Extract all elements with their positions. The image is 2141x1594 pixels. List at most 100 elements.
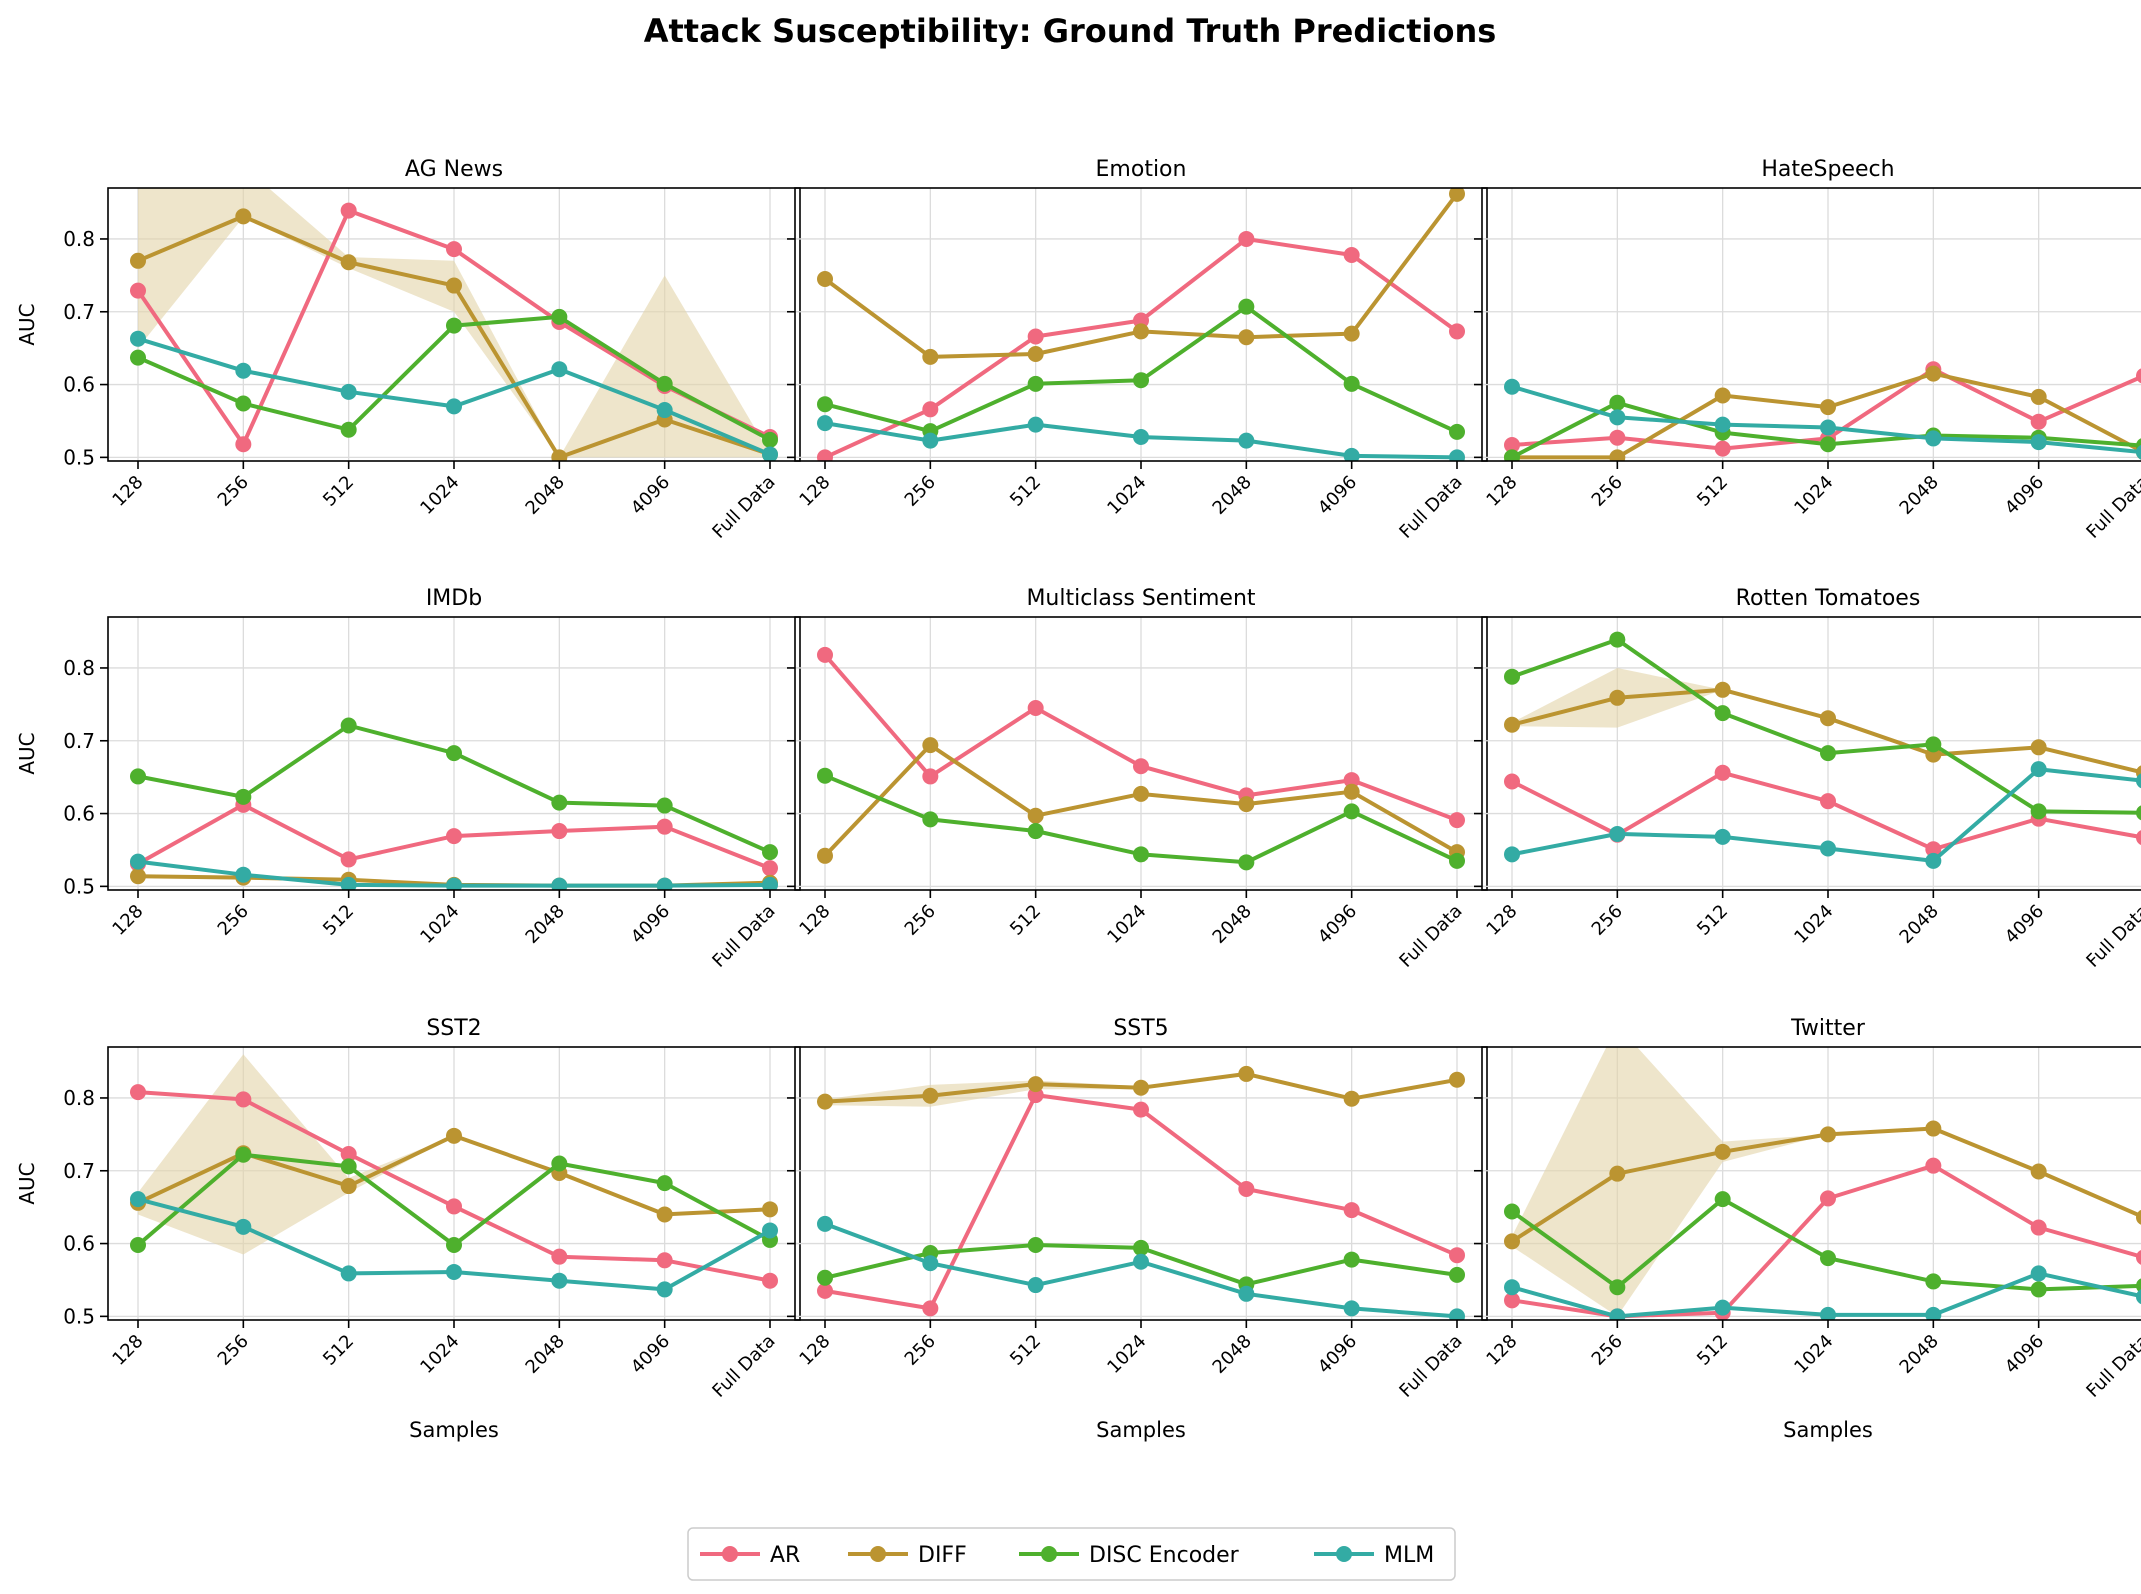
point-ar: [1133, 1101, 1149, 1118]
point-mlm: [2136, 444, 2141, 460]
point-disc-encoder: [446, 745, 462, 762]
y-tick-label: 0.5: [63, 874, 95, 898]
point-diff: [2136, 1209, 2141, 1225]
point-diff: [817, 847, 833, 864]
legend-marker-disc-encoder: [1041, 1546, 1057, 1562]
point-disc-encoder: [817, 767, 833, 784]
point-diff: [2030, 1163, 2047, 1180]
y-tick-label: 0.8: [63, 1086, 95, 1110]
point-ar: [1504, 1292, 1520, 1309]
point-diff: [1133, 785, 1149, 802]
point-disc-encoder: [446, 1237, 462, 1254]
y-axis-label: AUC: [15, 303, 39, 345]
point-mlm: [656, 402, 673, 419]
point-diff: [551, 449, 568, 461]
point-disc-encoder: [551, 794, 568, 811]
subplot-title: IMDb: [426, 586, 482, 611]
point-diff: [1820, 1126, 1836, 1143]
point-disc-encoder: [1343, 803, 1360, 820]
point-ar: [2136, 1249, 2141, 1265]
plot-area: [1504, 631, 2141, 869]
series-mlm: [130, 853, 778, 890]
point-ar: [1133, 758, 1149, 775]
point-mlm: [656, 877, 673, 890]
legend-marker-diff: [870, 1546, 886, 1562]
point-mlm: [130, 1191, 146, 1208]
point-diff: [446, 277, 462, 294]
point-mlm: [1504, 846, 1520, 863]
point-mlm: [1238, 1285, 1255, 1302]
point-diff: [235, 208, 252, 225]
point-ar: [2030, 413, 2047, 430]
point-disc-encoder: [1133, 846, 1149, 863]
point-disc-encoder: [1925, 1273, 1942, 1290]
point-mlm: [130, 853, 146, 870]
plot-area: [130, 1054, 778, 1298]
point-mlm: [1504, 378, 1520, 395]
point-ar: [551, 823, 568, 840]
point-disc-encoder: [656, 375, 673, 392]
point-disc-encoder: [130, 1237, 146, 1254]
point-diff: [1504, 716, 1520, 733]
point-ar: [1504, 773, 1520, 790]
point-ar: [762, 1272, 778, 1289]
point-mlm: [1925, 1306, 1942, 1320]
point-mlm: [1027, 416, 1044, 433]
point-diff: [1343, 325, 1360, 342]
point-mlm: [551, 877, 568, 890]
x-axis-label: Samples: [1783, 1418, 1873, 1442]
point-disc-encoder: [235, 788, 252, 805]
point-disc-encoder: [1449, 423, 1465, 440]
point-disc-encoder: [1449, 1266, 1465, 1283]
point-disc-encoder: [1820, 745, 1836, 762]
series-disc-encoder: [817, 1237, 1465, 1293]
point-disc-encoder: [130, 768, 146, 785]
point-mlm: [235, 1218, 252, 1235]
point-ar: [922, 768, 939, 785]
point-diff: [1714, 387, 1731, 404]
point-ar: [817, 449, 833, 461]
point-disc-encoder: [1504, 668, 1520, 685]
legend-label-mlm: MLM: [1384, 1543, 1434, 1568]
point-diff: [1027, 807, 1044, 824]
point-ar: [446, 241, 462, 258]
series-mlm: [1504, 1265, 2141, 1320]
legend-entry-ar: AR: [700, 1543, 800, 1568]
plot-area: [1504, 361, 2141, 461]
series-disc-encoder: [1504, 1191, 2141, 1298]
point-mlm: [762, 876, 778, 890]
point-ar: [1343, 246, 1360, 263]
point-ar: [235, 1091, 252, 1108]
point-ar: [551, 1248, 568, 1265]
point-diff: [1925, 1120, 1942, 1137]
point-mlm: [130, 330, 146, 347]
x-axis-label: Samples: [409, 1418, 499, 1442]
band-diff: [138, 1054, 770, 1255]
plot-area: [130, 188, 778, 461]
point-mlm: [1609, 825, 1626, 842]
point-mlm: [817, 1215, 833, 1232]
point-disc-encoder: [1820, 1250, 1836, 1267]
legend-label-ar: AR: [770, 1543, 800, 1568]
point-disc-encoder: [1609, 394, 1626, 411]
point-diff: [1609, 449, 1626, 461]
point-disc-encoder: [817, 396, 833, 413]
series-ar: [130, 1084, 778, 1289]
point-diff: [2030, 739, 2047, 756]
series-diff: [1504, 365, 2141, 461]
point-mlm: [922, 1255, 939, 1272]
point-mlm: [1609, 1308, 1626, 1320]
point-ar: [1504, 436, 1520, 453]
point-diff: [340, 1178, 357, 1195]
point-mlm: [1609, 409, 1626, 426]
subplot-title: AG News: [405, 157, 503, 182]
point-disc-encoder: [2136, 1278, 2141, 1294]
band-diff: [1512, 1047, 2141, 1317]
point-mlm: [235, 362, 252, 379]
point-diff: [1925, 365, 1942, 382]
series-diff: [1504, 1120, 2141, 1250]
point-diff: [130, 252, 146, 269]
point-ar: [1925, 1157, 1942, 1174]
legend-marker-mlm: [1336, 1546, 1352, 1562]
point-disc-encoder: [1504, 449, 1520, 461]
